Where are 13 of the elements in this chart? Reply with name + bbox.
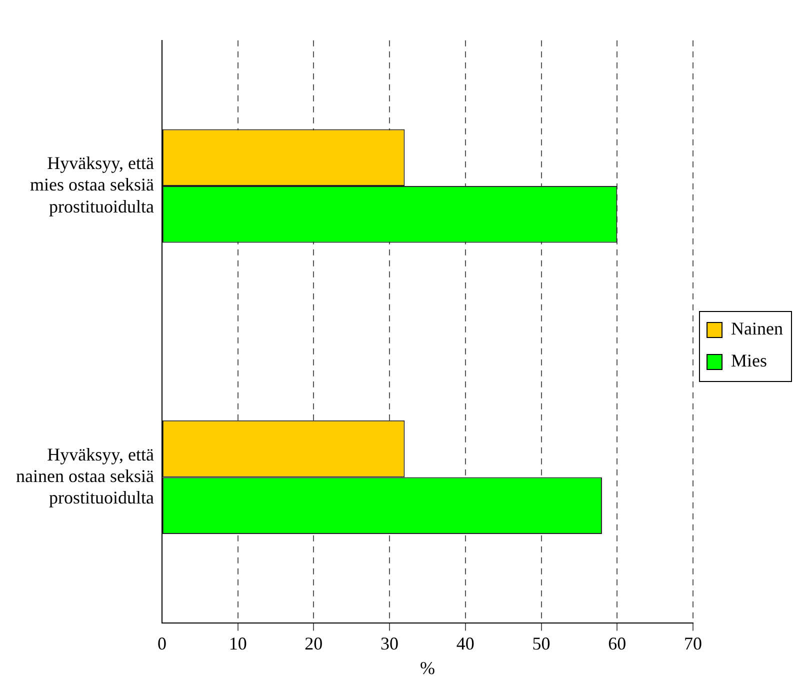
legend-label: Nainen [731,318,784,339]
x-axis-title: % [420,658,435,678]
x-tick-label: 60 [608,633,626,654]
x-tick-label: 40 [456,633,474,654]
x-tick-label: 30 [380,633,399,654]
x-tick-label: 0 [157,633,166,654]
x-tick-label: 50 [532,633,550,654]
x-tick-label: 20 [304,633,323,654]
x-tick-label: 10 [228,633,247,654]
y-tick-label: Hyväksyy, että mies ostaa seksiä prostituoidulta [30,153,154,216]
x-tick-label: 70 [684,633,702,654]
y-tick-label: Hyväksyy, että nainen ostaa seksiä prostituoidulta [16,444,154,508]
legend-label: Mies [731,350,768,371]
